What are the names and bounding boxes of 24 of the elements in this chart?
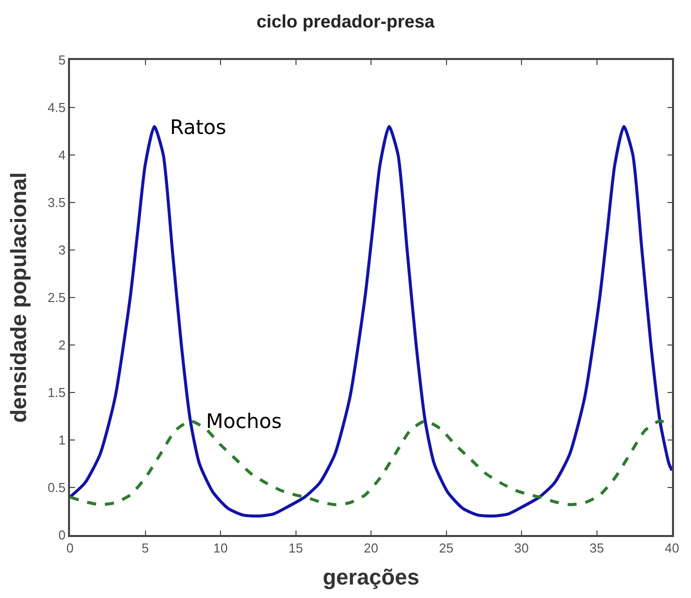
y-tick-label: 3 <box>58 242 66 258</box>
chart-title: ciclo predador-presa <box>256 12 436 32</box>
y-tick-label: 2.5 <box>48 290 66 306</box>
y-tick-label: 1.5 <box>48 385 66 400</box>
x-tick-label: 25 <box>439 540 454 556</box>
x-tick-label: 30 <box>514 540 529 556</box>
y-tick-label: 4.5 <box>48 100 66 116</box>
y-tick-label: 3.5 <box>48 195 66 210</box>
series-label: Mochos <box>206 409 282 433</box>
series-label: Ratos <box>170 115 226 139</box>
x-axis-title: gerações <box>322 564 420 590</box>
y-tick-label: 0.5 <box>48 480 66 496</box>
x-tick-label: 10 <box>213 540 228 556</box>
y-tick-label: 2 <box>58 338 66 353</box>
x-tick-label: 40 <box>664 540 680 556</box>
x-tick-label: 15 <box>288 540 303 556</box>
y-tick-label: 0 <box>58 528 66 543</box>
x-tick-label: 35 <box>590 540 604 556</box>
y-tick-label: 1 <box>58 432 66 448</box>
y-tick-label: 5 <box>58 52 66 68</box>
y-tick-label: 4 <box>58 148 66 163</box>
x-tick-label: 20 <box>364 540 378 556</box>
y-axis-title: densidade populacional <box>6 172 31 423</box>
x-tick-label: 5 <box>142 540 149 556</box>
